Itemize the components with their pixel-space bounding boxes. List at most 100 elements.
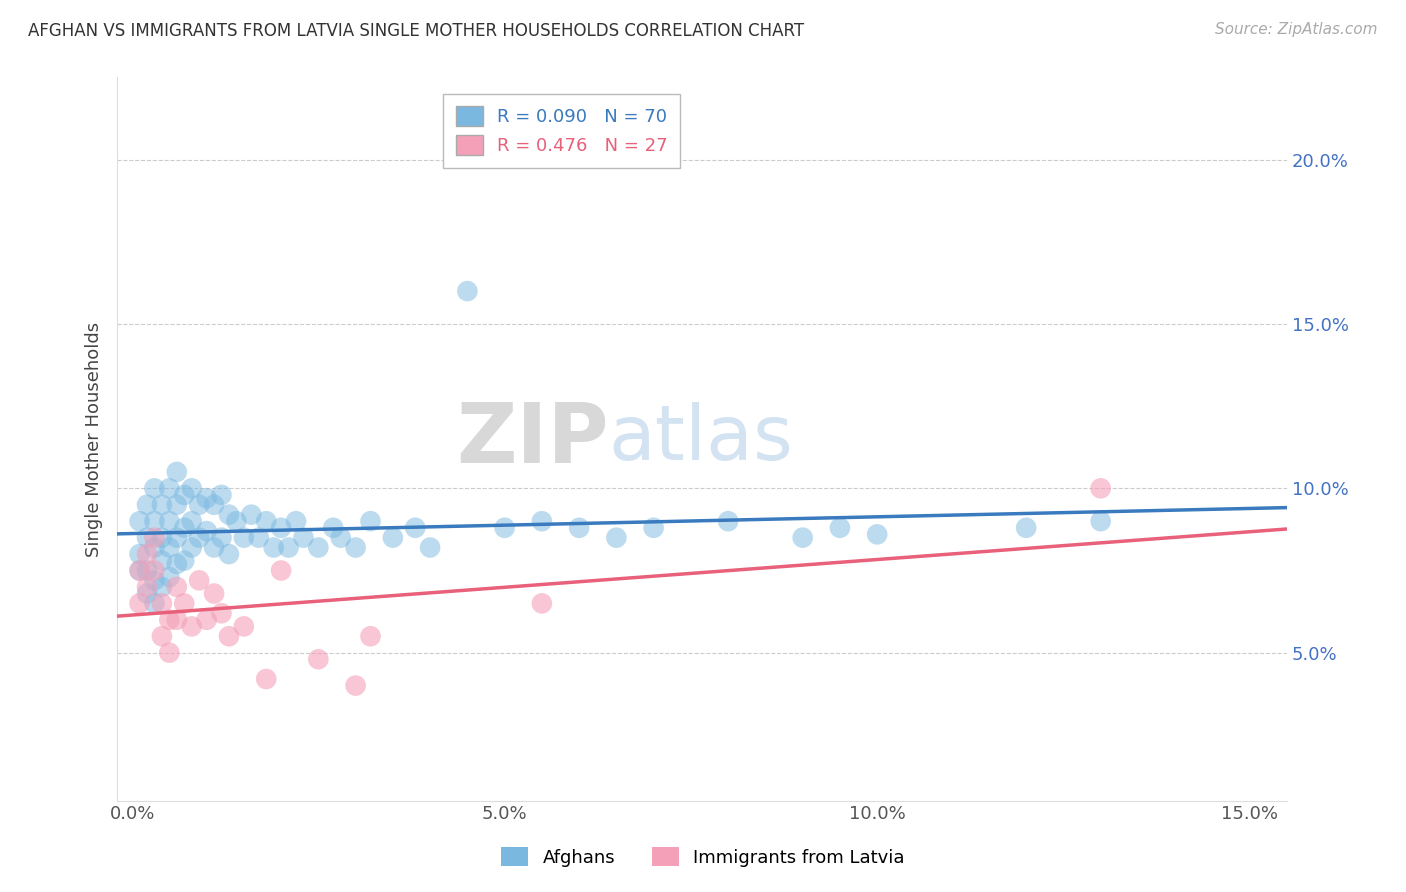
Point bbox=[211, 488, 233, 502]
Y-axis label: Single Mother Households: Single Mother Households bbox=[86, 321, 103, 557]
Point bbox=[143, 514, 166, 528]
Point bbox=[150, 554, 173, 568]
Point bbox=[240, 508, 263, 522]
Point bbox=[166, 531, 188, 545]
Point bbox=[150, 498, 173, 512]
Point bbox=[157, 646, 180, 660]
Legend: R = 0.090   N = 70, R = 0.476   N = 27: R = 0.090 N = 70, R = 0.476 N = 27 bbox=[443, 94, 681, 168]
Point bbox=[136, 580, 159, 594]
Point bbox=[218, 508, 240, 522]
Point bbox=[166, 613, 188, 627]
Point bbox=[307, 652, 329, 666]
Point bbox=[285, 514, 308, 528]
Point bbox=[419, 541, 441, 555]
Point bbox=[381, 531, 404, 545]
Point bbox=[530, 514, 553, 528]
Point bbox=[157, 613, 180, 627]
Point bbox=[717, 514, 740, 528]
Point bbox=[232, 619, 254, 633]
Point bbox=[157, 570, 180, 584]
Point bbox=[136, 547, 159, 561]
Point bbox=[218, 629, 240, 643]
Point bbox=[136, 498, 159, 512]
Point bbox=[195, 491, 218, 506]
Point bbox=[211, 531, 233, 545]
Point bbox=[605, 531, 627, 545]
Point bbox=[211, 606, 233, 620]
Point bbox=[202, 541, 225, 555]
Point bbox=[150, 531, 173, 545]
Point bbox=[1090, 481, 1112, 495]
Point bbox=[828, 521, 851, 535]
Point bbox=[180, 514, 202, 528]
Point bbox=[202, 586, 225, 600]
Text: Source: ZipAtlas.com: Source: ZipAtlas.com bbox=[1215, 22, 1378, 37]
Point bbox=[128, 514, 150, 528]
Point bbox=[568, 521, 591, 535]
Point bbox=[643, 521, 665, 535]
Point bbox=[263, 541, 285, 555]
Point bbox=[344, 679, 367, 693]
Point bbox=[218, 547, 240, 561]
Point bbox=[232, 531, 254, 545]
Point bbox=[1090, 514, 1112, 528]
Point bbox=[166, 465, 188, 479]
Text: AFGHAN VS IMMIGRANTS FROM LATVIA SINGLE MOTHER HOUSEHOLDS CORRELATION CHART: AFGHAN VS IMMIGRANTS FROM LATVIA SINGLE … bbox=[28, 22, 804, 40]
Point bbox=[329, 531, 352, 545]
Legend: Afghans, Immigrants from Latvia: Afghans, Immigrants from Latvia bbox=[494, 840, 912, 874]
Point bbox=[143, 596, 166, 610]
Point bbox=[292, 531, 315, 545]
Point bbox=[270, 521, 292, 535]
Point bbox=[180, 481, 202, 495]
Point bbox=[173, 488, 195, 502]
Text: atlas: atlas bbox=[609, 402, 793, 476]
Point bbox=[195, 524, 218, 538]
Point bbox=[188, 574, 211, 588]
Point bbox=[143, 481, 166, 495]
Point bbox=[180, 619, 202, 633]
Point bbox=[157, 514, 180, 528]
Point bbox=[157, 481, 180, 495]
Point bbox=[180, 541, 202, 555]
Point bbox=[173, 521, 195, 535]
Point bbox=[792, 531, 814, 545]
Point bbox=[1015, 521, 1038, 535]
Point bbox=[270, 564, 292, 578]
Point bbox=[277, 541, 299, 555]
Point bbox=[150, 629, 173, 643]
Point bbox=[166, 580, 188, 594]
Point bbox=[188, 498, 211, 512]
Point bbox=[128, 596, 150, 610]
Point bbox=[143, 541, 166, 555]
Point bbox=[188, 531, 211, 545]
Point bbox=[173, 554, 195, 568]
Point bbox=[530, 596, 553, 610]
Point bbox=[360, 629, 382, 643]
Point bbox=[136, 531, 159, 545]
Point bbox=[143, 564, 166, 578]
Point bbox=[128, 564, 150, 578]
Point bbox=[157, 541, 180, 555]
Point bbox=[128, 564, 150, 578]
Point bbox=[494, 521, 516, 535]
Point bbox=[254, 672, 277, 686]
Point bbox=[143, 531, 166, 545]
Point bbox=[150, 580, 173, 594]
Point bbox=[136, 564, 159, 578]
Point bbox=[254, 514, 277, 528]
Point bbox=[150, 596, 173, 610]
Point bbox=[166, 557, 188, 571]
Point bbox=[136, 586, 159, 600]
Point bbox=[143, 574, 166, 588]
Point bbox=[866, 527, 889, 541]
Point bbox=[195, 613, 218, 627]
Point bbox=[344, 541, 367, 555]
Point bbox=[247, 531, 270, 545]
Point bbox=[360, 514, 382, 528]
Point bbox=[202, 498, 225, 512]
Point bbox=[166, 498, 188, 512]
Point bbox=[404, 521, 426, 535]
Point bbox=[173, 596, 195, 610]
Point bbox=[225, 514, 247, 528]
Point bbox=[307, 541, 329, 555]
